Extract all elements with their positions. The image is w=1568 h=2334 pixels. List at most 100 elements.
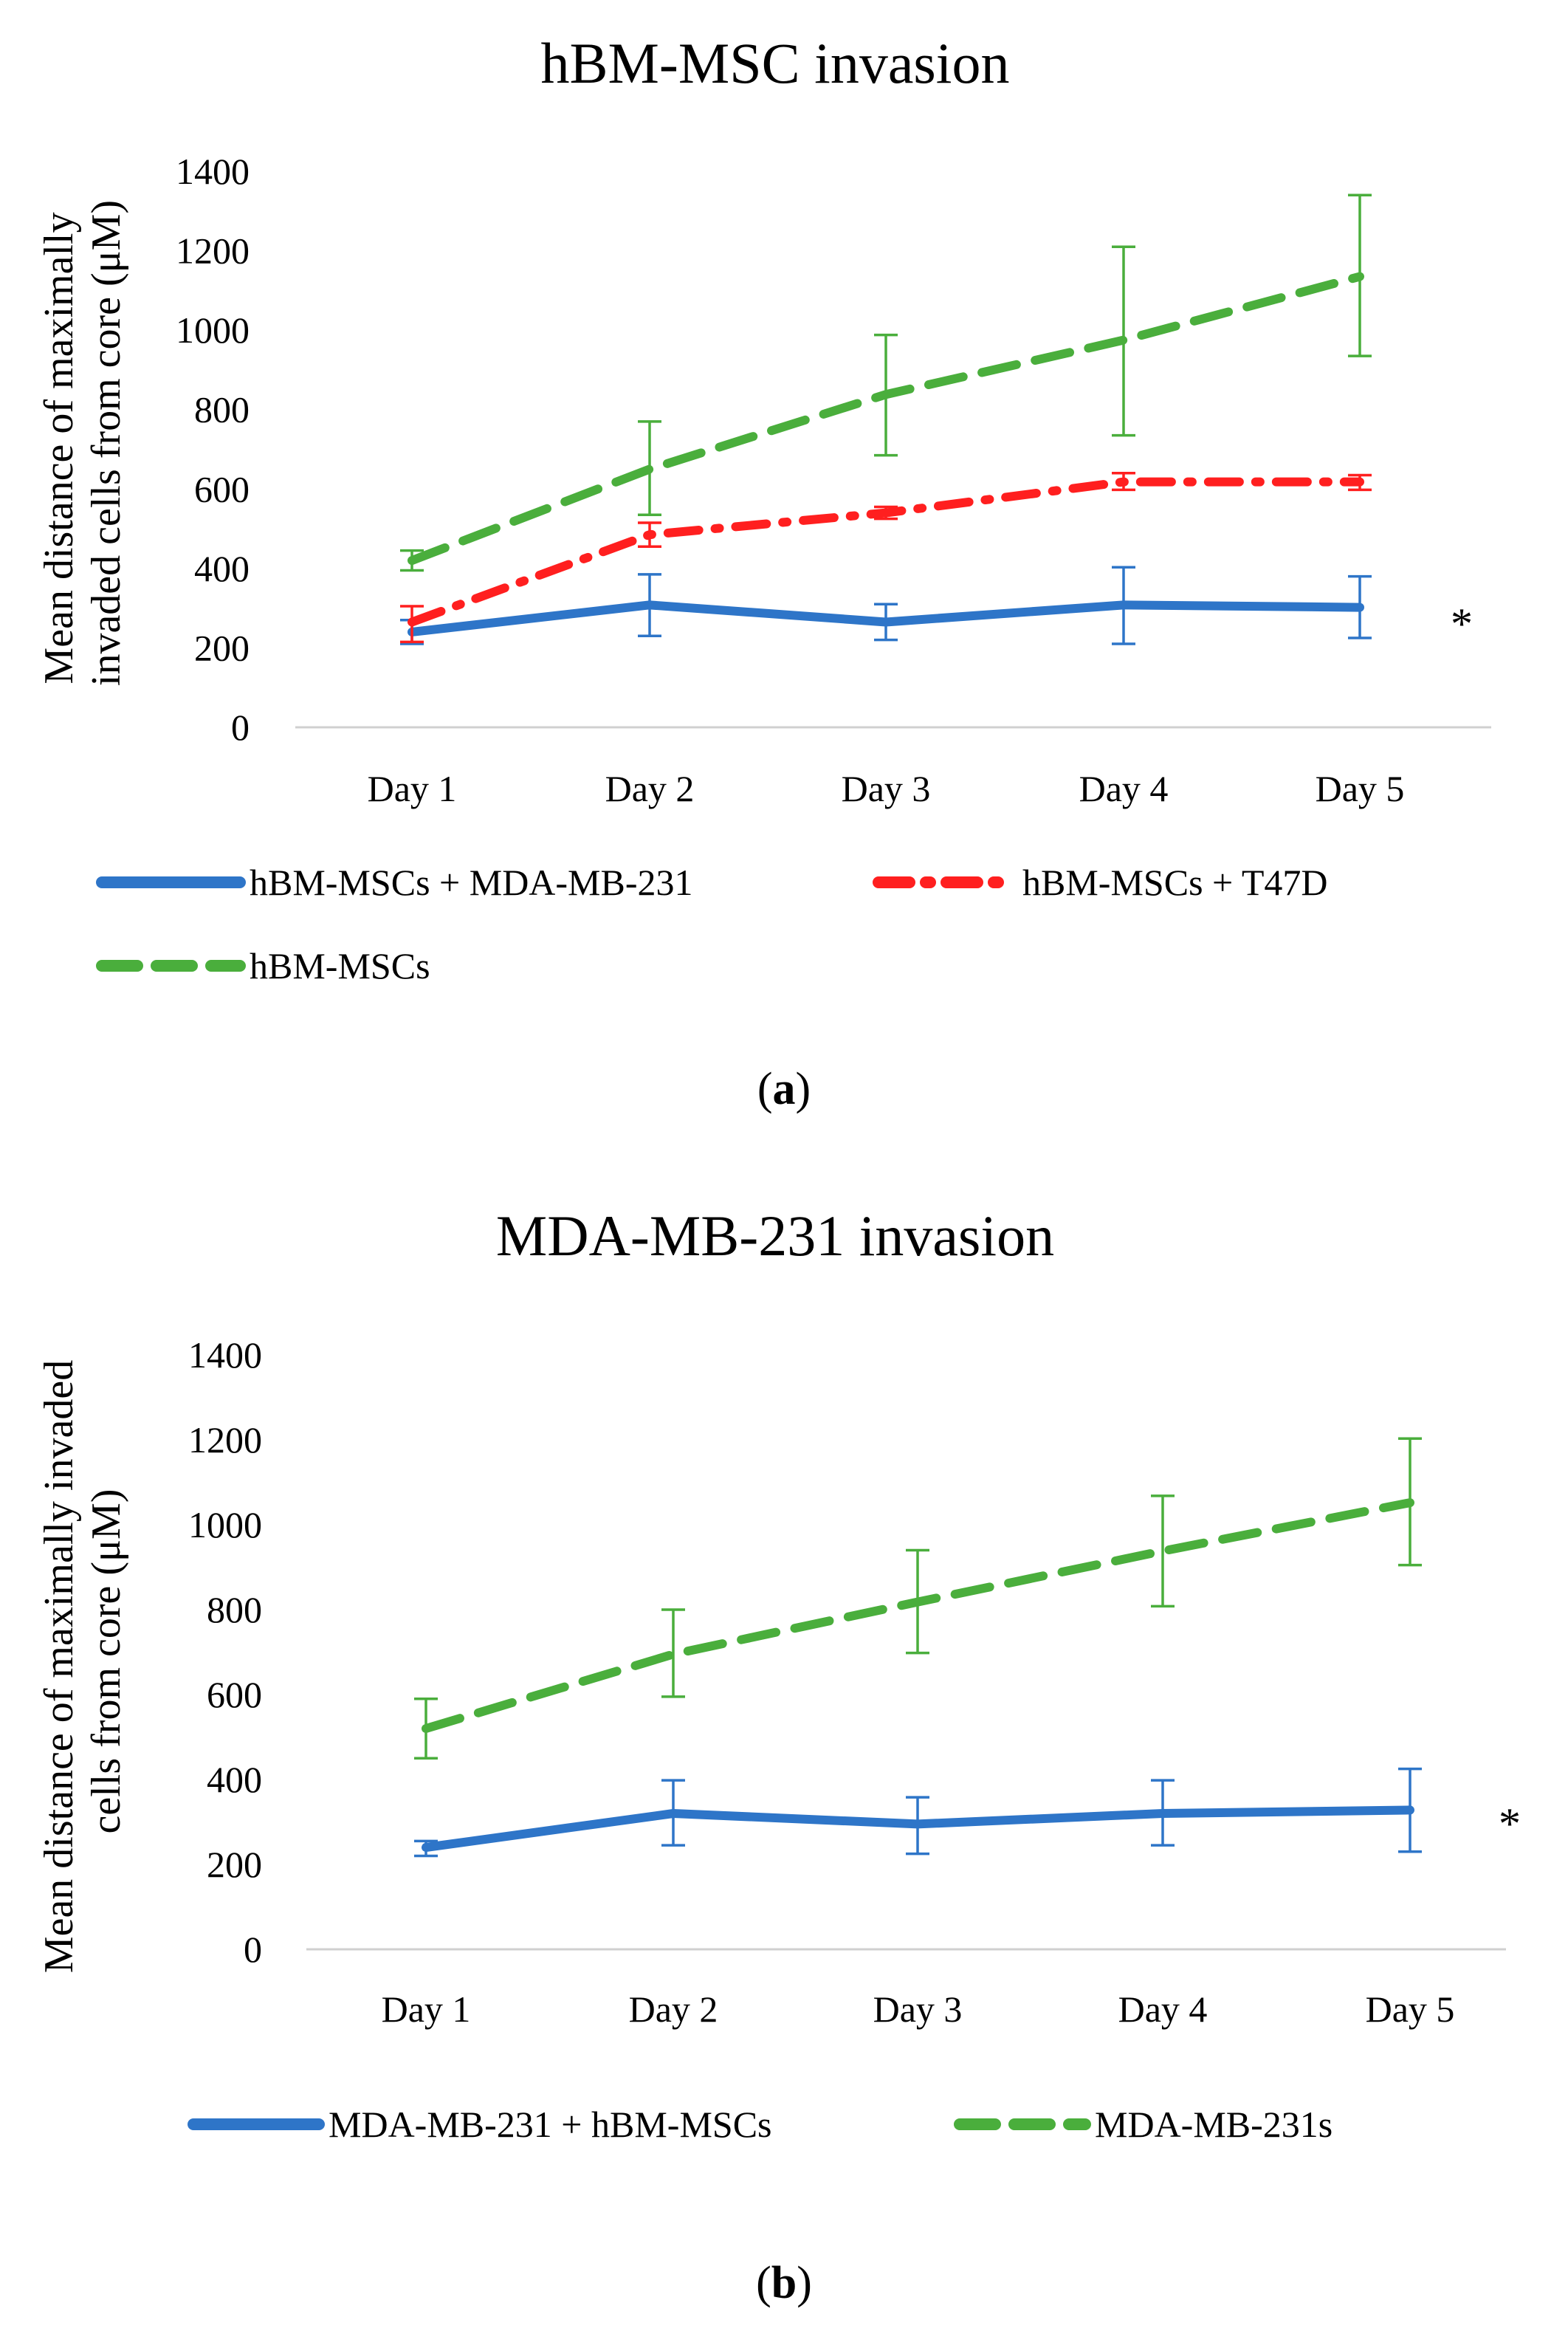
caption-a: (a)	[757, 1064, 811, 1114]
y-tick-label-a-1: 200	[194, 627, 250, 668]
series-line-b-2	[422, 1498, 1414, 1733]
y-tick-label-a-5: 1000	[176, 309, 250, 351]
x-tick-label-b-3: Day 4	[1118, 1988, 1208, 2030]
y-tick-label-a-3: 600	[194, 468, 250, 509]
x-tick-label-b-1: Day 2	[629, 1988, 718, 2030]
x-tick-label-a-3: Day 4	[1079, 768, 1169, 809]
caption-b-letter: b	[771, 2258, 797, 2308]
data-point-b-2-4	[1158, 1547, 1167, 1556]
legend-label-b-2: MDA-MB-231s	[1095, 2104, 1333, 2145]
data-point-a-2-4	[1119, 478, 1128, 487]
chart-a-significance-mark: *	[1451, 600, 1473, 648]
data-point-a-2-5	[1355, 478, 1364, 487]
data-point-a-3-3	[881, 390, 890, 399]
data-point-a-2-3	[881, 509, 890, 518]
chart-a: hBM-MSC invasion Mean distance of maxima…	[36, 31, 1491, 1114]
series-b-1	[414, 1767, 1422, 1858]
data-point-a-1-5	[1355, 603, 1364, 612]
chart-b: MDA-MB-231 invasion Mean distance of max…	[36, 1204, 1521, 2308]
y-tick-label-b-5: 1000	[188, 1504, 262, 1545]
caption-b: (b)	[756, 2258, 812, 2308]
series-line-a-2	[408, 477, 1364, 627]
legend-label-a-1: hBM-MSCs + MDA-MB-231	[250, 862, 693, 903]
x-tick-label-b-2: Day 3	[873, 1988, 963, 2030]
chart-a-ylabel: Mean distance of maximally invaded cells…	[36, 200, 129, 686]
chart-a-series	[400, 193, 1372, 645]
x-tick-label-b-4: Day 5	[1366, 1988, 1455, 2030]
data-point-b-2-1	[422, 1724, 430, 1733]
y-tick-label-a-6: 1200	[176, 230, 250, 272]
x-tick-label-a-1: Day 2	[605, 768, 695, 809]
chart-a-x-ticks: Day 1 Day 2 Day 3 Day 4 Day 5	[368, 768, 1405, 809]
y-tick-label-a-7: 1400	[176, 151, 250, 192]
caption-a-close: )	[796, 1064, 811, 1114]
y-tick-label-b-6: 1200	[188, 1419, 262, 1461]
chart-a-ylabel-line-1: Mean distance of maximally	[36, 212, 82, 684]
y-tick-label-b-0: 0	[244, 1929, 262, 1970]
chart-a-title: hBM-MSC invasion	[541, 31, 1010, 95]
chart-a-y-ticks: 0 200 400 600 800 1000 1200 1400	[176, 151, 250, 748]
caption-b-close: )	[797, 2258, 812, 2308]
error-bar-b-2-4	[1151, 1494, 1175, 1608]
legend-label-a-3: hBM-MSCs	[250, 945, 430, 986]
y-tick-label-a-2: 400	[194, 548, 250, 589]
chart-b-y-ticks: 0 200 400 600 800 1000 1200 1400	[188, 1334, 262, 1970]
series-b-2	[414, 1437, 1422, 1760]
data-point-b-2-5	[1406, 1498, 1414, 1507]
data-point-a-3-5	[1355, 272, 1364, 281]
data-point-a-1-2	[645, 600, 654, 609]
legend-item-a-1: hBM-MSCs + MDA-MB-231	[96, 862, 693, 903]
data-point-a-1-4	[1119, 600, 1128, 609]
data-point-b-1-5	[1406, 1805, 1414, 1814]
caption-a-letter: a	[773, 1064, 796, 1114]
error-bar-b-2-2	[661, 1608, 685, 1698]
chart-b-significance-mark: *	[1499, 1799, 1521, 1848]
series-line-b-1	[422, 1805, 1414, 1852]
chart-b-ylabel-line-2: cells from core (μM)	[83, 1489, 129, 1834]
caption-a-open: (	[757, 1064, 773, 1114]
x-tick-label-a-4: Day 5	[1316, 768, 1405, 809]
y-tick-label-b-3: 600	[207, 1674, 262, 1715]
series-a-2	[400, 472, 1372, 644]
y-tick-label-b-4: 800	[207, 1589, 262, 1630]
data-point-b-1-2	[669, 1809, 678, 1818]
data-point-a-2-2	[645, 530, 654, 539]
chart-b-ylabel: Mean distance of maximally invaded cells…	[36, 1350, 129, 1973]
chart-b-ylabel-line-1: Mean distance of maximally invaded	[36, 1360, 82, 1973]
series-a-3	[400, 193, 1372, 572]
legend-item-b-1: MDA-MB-231 + hBM-MSCs	[188, 2104, 772, 2145]
data-point-a-3-2	[645, 464, 654, 473]
data-point-b-1-3	[913, 1819, 922, 1828]
y-tick-label-a-4: 800	[194, 389, 250, 430]
series-line-a-3	[408, 272, 1364, 566]
data-point-a-3-4	[1119, 336, 1128, 345]
chart-b-series	[414, 1437, 1422, 1858]
caption-b-open: (	[756, 2258, 771, 2308]
data-point-b-1-4	[1158, 1809, 1167, 1818]
y-tick-label-a-0: 0	[231, 707, 250, 748]
chart-a-legend: hBM-MSCs + MDA-MB-231 hBM-MSCs + T47D hB…	[96, 862, 1327, 986]
x-tick-label-a-0: Day 1	[368, 768, 457, 809]
x-tick-label-a-2: Day 3	[842, 768, 931, 809]
data-point-b-2-2	[669, 1650, 678, 1658]
legend-label-a-2: hBM-MSCs + T47D	[1022, 862, 1327, 903]
legend-label-b-1: MDA-MB-231 + hBM-MSCs	[329, 2104, 772, 2145]
y-tick-label-b-1: 200	[207, 1844, 262, 1885]
chart-b-legend: MDA-MB-231 + hBM-MSCs MDA-MB-231s	[188, 2104, 1333, 2145]
series-line-a-1	[408, 600, 1364, 636]
x-tick-label-b-0: Day 1	[382, 1988, 471, 2030]
chart-b-x-ticks: Day 1 Day 2 Day 3 Day 4 Day 5	[382, 1988, 1455, 2030]
y-tick-label-b-2: 400	[207, 1759, 262, 1800]
y-tick-label-b-7: 1400	[188, 1334, 262, 1376]
chart-b-title: MDA-MB-231 invasion	[496, 1204, 1054, 1268]
data-point-a-3-1	[408, 556, 416, 565]
data-point-a-1-3	[881, 617, 890, 626]
legend-item-a-2: hBM-MSCs + T47D	[873, 862, 1327, 903]
data-point-b-1-1	[422, 1843, 430, 1852]
data-point-a-2-1	[408, 617, 416, 626]
series-a-1	[400, 566, 1372, 645]
chart-a-ylabel-line-2: invaded cells from core (μM)	[83, 200, 129, 686]
legend-item-a-3: hBM-MSCs	[96, 945, 430, 986]
data-point-b-2-3	[913, 1598, 922, 1607]
